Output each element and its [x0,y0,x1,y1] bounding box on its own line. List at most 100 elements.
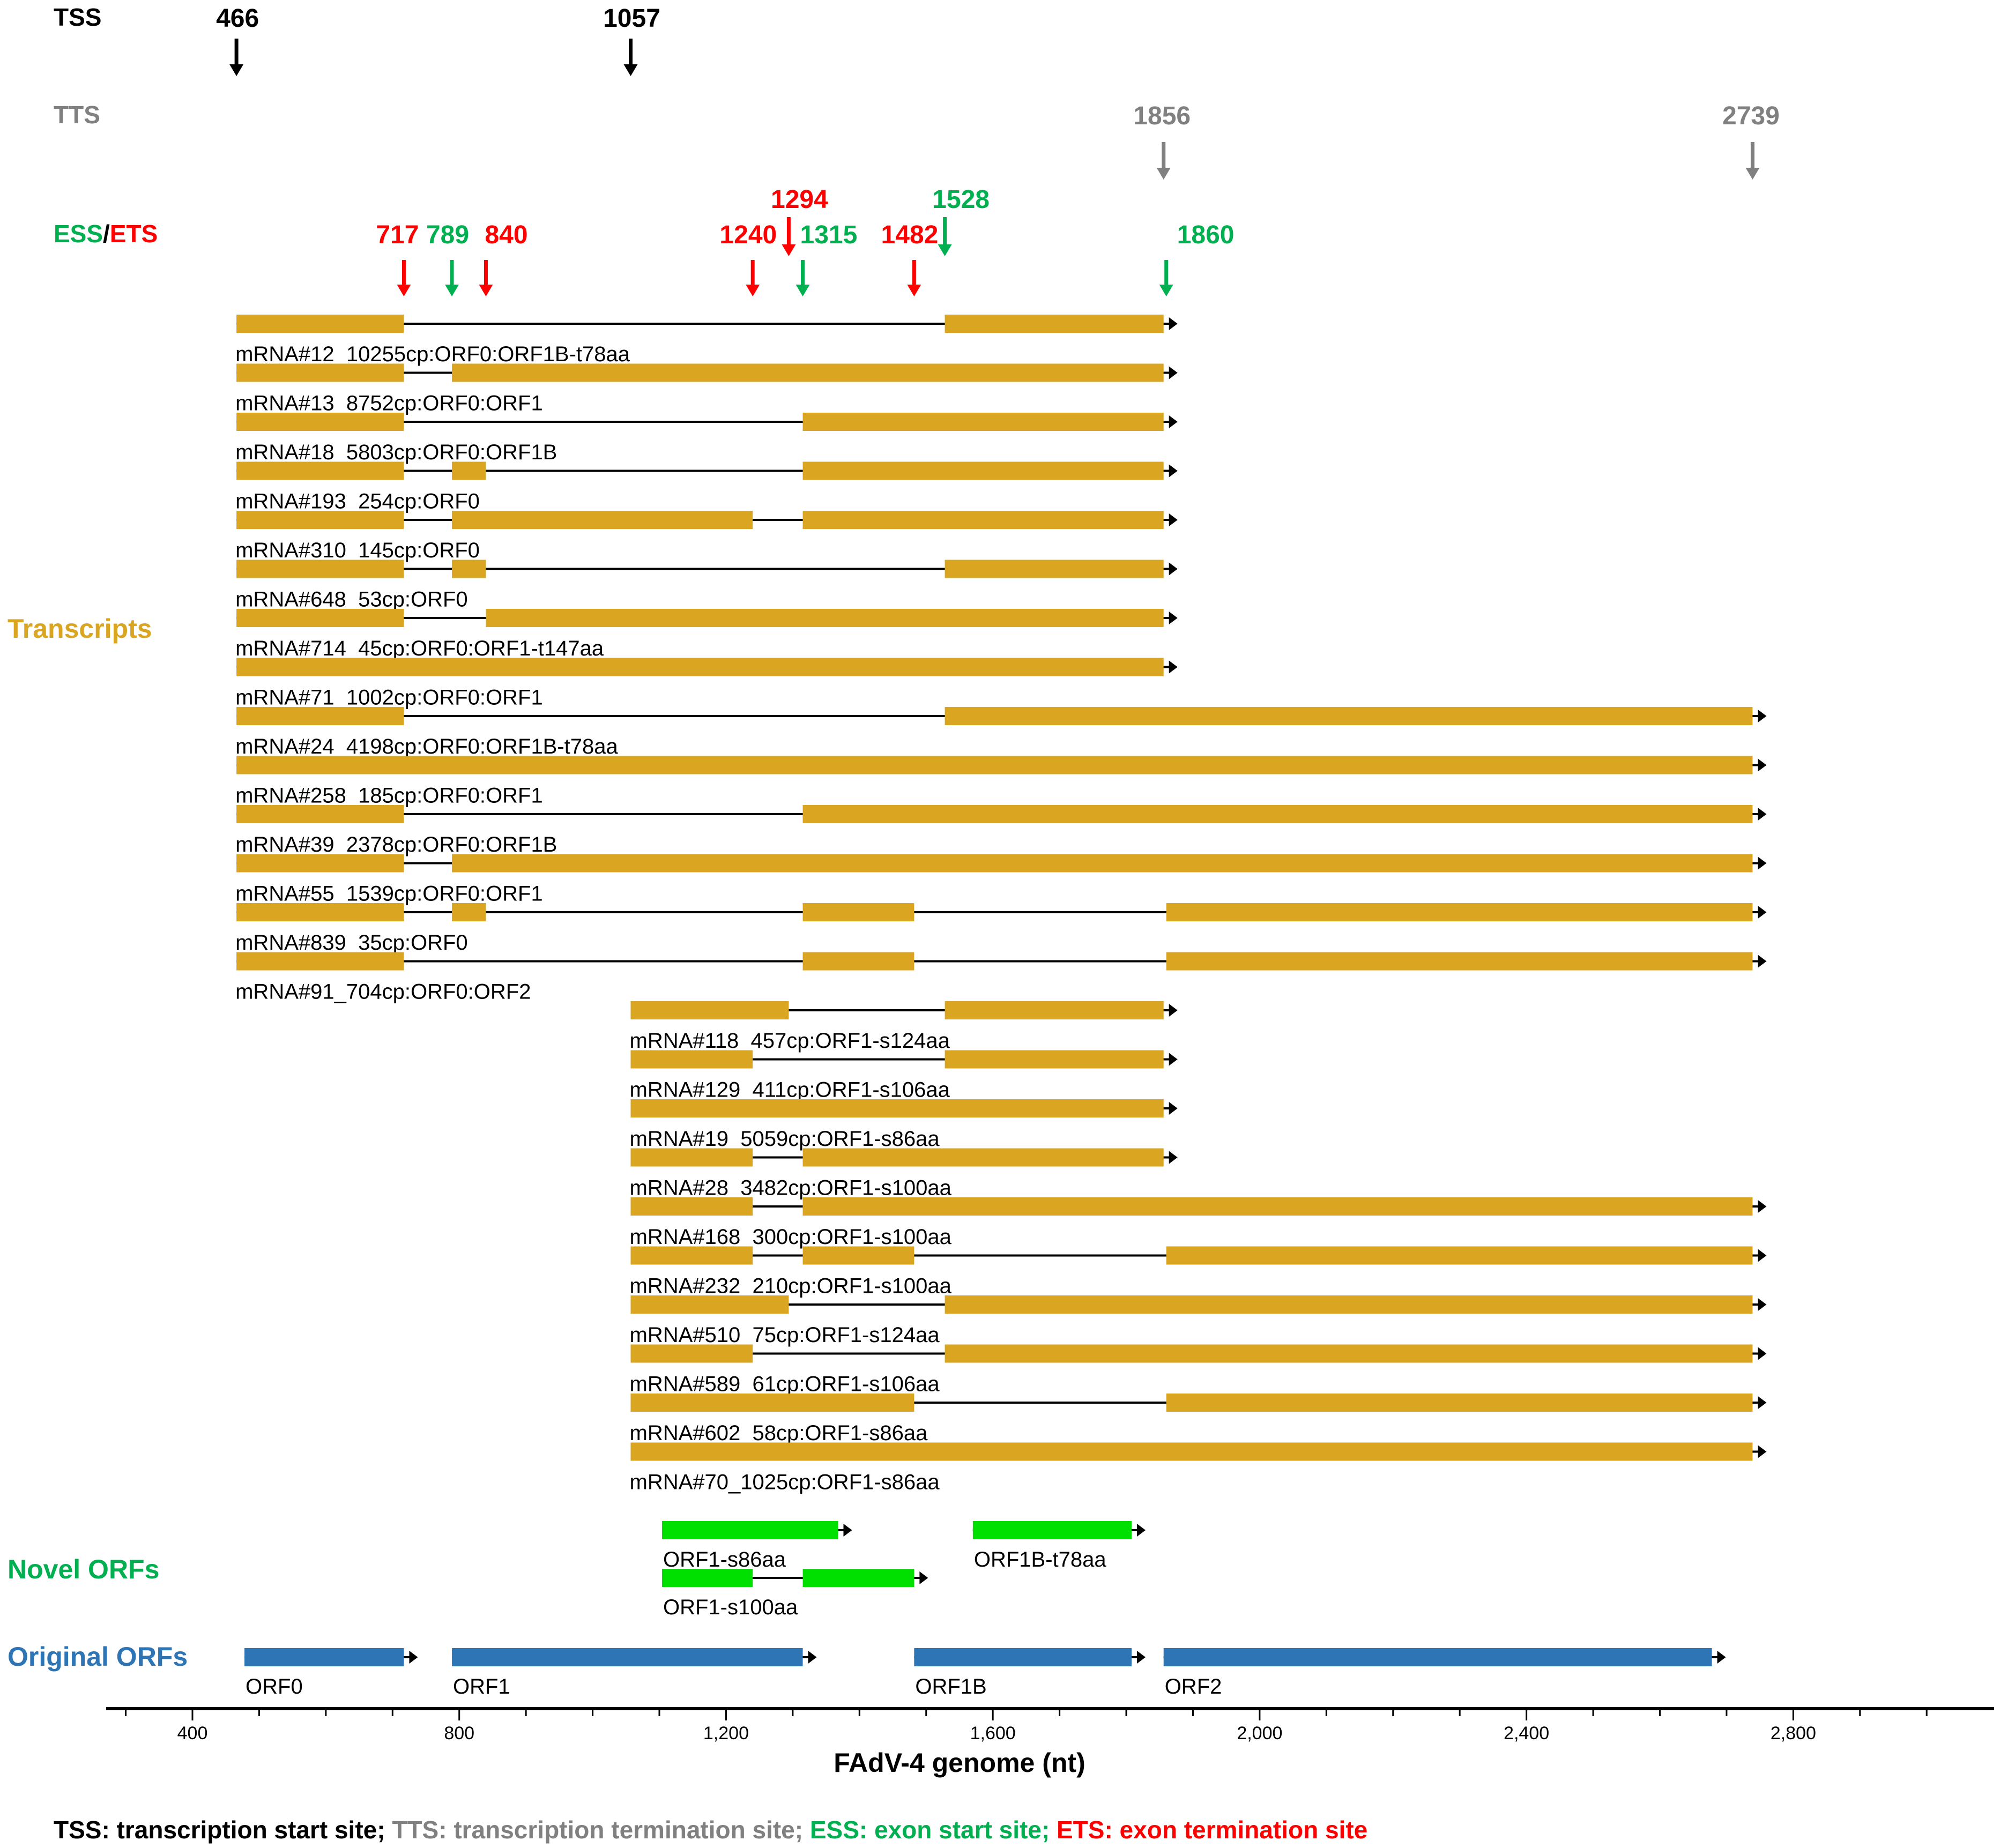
exon-block [236,413,404,431]
transcript-label: mRNA#510_75cp:ORF1-s124aa [630,1323,940,1347]
exon-block [1166,1246,1753,1265]
novel-orf-label: ORF1-s86aa [663,1548,786,1571]
exon-block [452,1648,803,1666]
exon-block [630,1344,753,1363]
exon-block [802,1148,1164,1167]
novel-orf-track: ORF1-s86aa [661,1521,852,1571]
exon-block [1163,1648,1712,1666]
exon-block [244,1648,404,1666]
transcript-track: mRNA#168_300cp:ORF1-s100aa [630,1197,1767,1249]
axis-tick-label: 400 [177,1723,208,1743]
direction-arrow-icon [1169,612,1178,624]
exon-block [802,413,1164,431]
transcript-track: mRNA#310_145cp:ORF0 [235,511,1178,562]
transcript-track: mRNA#28_3482cp:ORF1-s100aa [630,1148,1178,1200]
transcript-tracks: mRNA#12_10255cp:ORF0:ORF1B-t78aa mRNA#13_… [235,315,1767,1494]
exon-block [630,1001,789,1019]
original-orf-tracks: ORF0 ORF1 ORF1B ORF2 [244,1648,1726,1698]
direction-arrow-icon [1169,317,1178,330]
exon-block [486,609,1164,627]
direction-arrow-icon [1169,1004,1178,1017]
original-orf-track: ORF2 [1163,1648,1726,1698]
direction-arrow-icon [1758,906,1767,919]
transcript-label: mRNA#70_1025cp:ORF1-s86aa [630,1471,940,1494]
exon-block [236,461,404,480]
exon-block [802,1569,915,1587]
exon-block [914,1648,1132,1666]
tss-row-label: TSS [54,3,101,31]
novel-orf-track: ORF1-s100aa [661,1569,928,1619]
exon-block [945,1295,1753,1314]
exon-block [236,609,404,627]
ess-ets-row-label: ESS/ETS [54,220,158,248]
transcript-label: mRNA#91_704cp:ORF0:ORF2 [235,980,531,1004]
novel-orf-track: ORF1B-t78aa [972,1521,1146,1571]
original-orf-label: ORF0 [246,1675,303,1698]
exon-block [236,903,404,921]
ets-position-label: 840 [485,221,527,249]
exon-block [630,1442,1753,1461]
transcript-track: mRNA#13_8752cp:ORF0:ORF1 [235,363,1178,415]
ess-position-label: 1315 [800,221,858,249]
exon-block [630,1099,1164,1117]
transcript-label: mRNA#12_10255cp:ORF0:ORF1B-t78aa [235,342,630,366]
exon-block [802,1246,915,1265]
transcript-label: mRNA#129_411cp:ORF1-s106aa [630,1078,950,1102]
exon-block [630,1148,753,1167]
exon-block [236,707,404,725]
axis-tick-label: 2,000 [1237,1723,1282,1743]
direction-arrow-icon [1169,660,1178,674]
tss-arrow [623,39,638,76]
axis-tick-label: 2,400 [1504,1723,1549,1743]
exon-block [802,952,915,971]
original-orf-track: ORF1 [452,1648,817,1698]
ets-arrow [397,260,411,296]
transcript-track: mRNA#70_1025cp:ORF1-s86aa [630,1442,1767,1494]
transcript-label: mRNA#168_300cp:ORF1-s100aa [630,1225,952,1249]
exon-block [1166,1394,1753,1412]
direction-arrow-icon [1758,1347,1767,1360]
exon-block [802,461,1164,480]
transcript-label: mRNA#39_2378cp:ORF0:ORF1B [235,833,557,856]
transcript-label: mRNA#648_53cp:ORF0 [235,588,468,612]
exon-block [236,511,404,529]
direction-arrow-icon [1758,1298,1767,1311]
transcript-track: mRNA#839_35cp:ORF0 [235,903,1767,955]
exon-block [236,952,404,971]
tts-position-label: 2739 [1722,102,1780,130]
exon-block [452,903,486,921]
tss-position-label: 466 [216,4,259,33]
ess-position-label: 1860 [1177,221,1235,249]
ess-arrow [1159,260,1173,296]
ets-position-label: 1240 [719,221,777,249]
ets-position-label: 1294 [771,185,828,214]
transcripts-section-label: Transcripts [8,614,152,644]
exon-block [452,560,486,578]
transcript-label: mRNA#71_1002cp:ORF0:ORF1 [235,686,543,710]
transcript-label: mRNA#839_35cp:ORF0 [235,931,468,955]
exon-block [661,1569,753,1587]
transcript-track: mRNA#91_704cp:ORF0:ORF2 [235,952,1767,1004]
direction-arrow-icon [1758,955,1767,968]
exon-block [452,363,1164,382]
slash-label: / [103,220,110,248]
direction-arrow-icon [1136,1651,1146,1664]
exon-block [236,658,1164,676]
transcript-track: mRNA#118_457cp:ORF1-s124aa [630,1001,1178,1053]
transcript-track: mRNA#24_4198cp:ORF0:ORF1B-t78aa [235,707,1767,758]
original-orfs-section-label: Original ORFs [8,1642,188,1672]
novel-orf-tracks: ORF1-s86aa ORF1B-t78aa ORF1-s100aa [661,1521,1146,1619]
exon-block [945,315,1164,333]
ess-label: ESS [54,220,103,248]
direction-arrow-icon [1169,366,1178,379]
exon-block [236,805,404,823]
transcript-track: mRNA#129_411cp:ORF1-s106aa [630,1050,1178,1102]
exon-block [972,1521,1132,1539]
tts-arrow [1745,142,1760,180]
transcript-track: mRNA#602_58cp:ORF1-s86aa [630,1394,1767,1445]
transcript-label: mRNA#19_5059cp:ORF1-s86aa [630,1127,940,1151]
direction-arrow-icon [843,1524,852,1537]
exon-block [802,805,1753,823]
exon-block [945,707,1753,725]
footer-legend: TSS: transcription start site; TTS: tran… [54,1816,1367,1844]
